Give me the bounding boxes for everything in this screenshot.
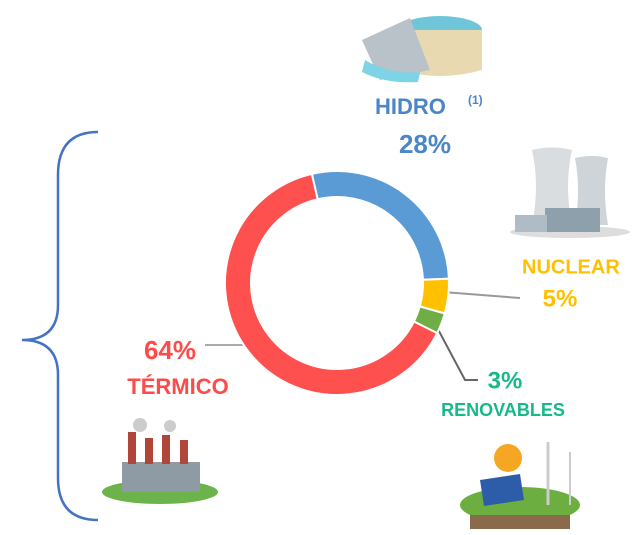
- nuclear-icon: [510, 147, 630, 238]
- value-label: 28%: [399, 129, 451, 159]
- donut-segment: [224, 172, 439, 396]
- value-label: 5%: [543, 285, 578, 312]
- category-label: TÉRMICO: [127, 374, 228, 399]
- dam-icon: [362, 16, 482, 83]
- category-label: NUCLEAR: [522, 256, 620, 278]
- category-label: HIDRO: [375, 94, 446, 119]
- donut-segment: [310, 170, 450, 281]
- category-label: RENOVABLES: [441, 400, 565, 420]
- brace: [21, 130, 99, 522]
- renewables-icon: [460, 442, 580, 529]
- footnote-marker: (1): [468, 93, 483, 107]
- value-label: 64%: [144, 335, 196, 365]
- factory-icon: [102, 418, 218, 504]
- donut: [224, 170, 450, 396]
- value-label: 3%: [488, 367, 523, 394]
- leader-line: [431, 317, 478, 381]
